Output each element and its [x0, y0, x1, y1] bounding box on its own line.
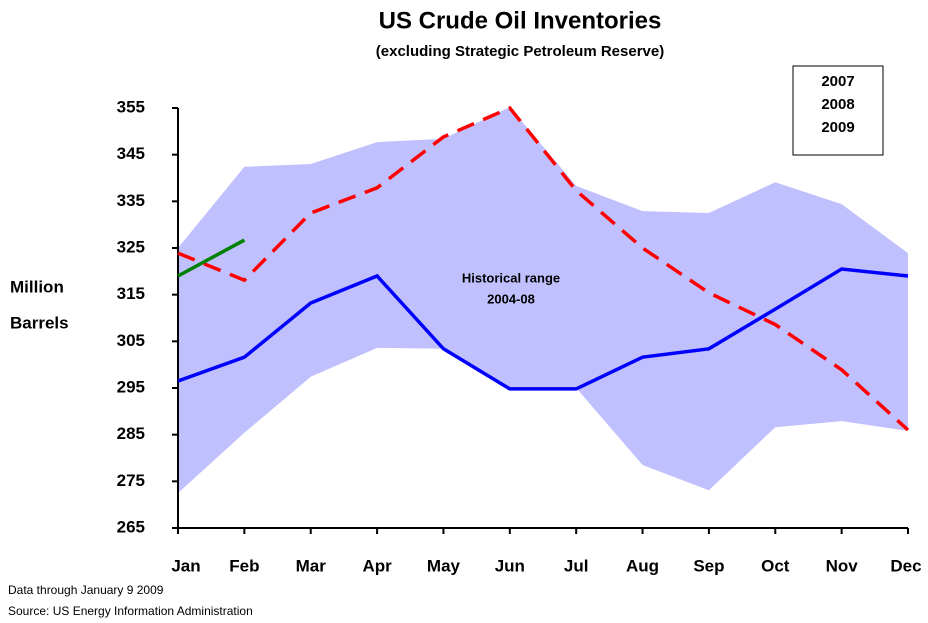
y-tick-label: 355 [117, 97, 145, 116]
x-tick-label: Sep [693, 556, 724, 575]
legend-entry: 2008 [821, 96, 854, 113]
chart-title: US Crude Oil Inventories [379, 7, 662, 34]
y-tick-label: 275 [117, 471, 145, 490]
x-tick-label: Aug [626, 556, 659, 575]
y-tick-label: 285 [117, 424, 145, 443]
series-line [177, 238, 246, 278]
y-axis-label: Barrels [10, 313, 69, 332]
annotation: Historical range [462, 270, 560, 285]
x-tick-label: Jan [171, 556, 200, 575]
y-tick-label: 335 [117, 191, 145, 210]
x-tick-label: Oct [761, 556, 790, 575]
x-tick-label: Jul [564, 556, 589, 575]
y-tick-label: 265 [117, 517, 145, 536]
footnote: Data through January 9 2009 [8, 583, 164, 597]
x-tick-label: May [427, 556, 461, 575]
x-tick-label: Nov [826, 556, 859, 575]
y-tick-label: 345 [117, 144, 145, 163]
chart-subtitle: (excluding Strategic Petroleum Reserve) [376, 43, 664, 60]
x-tick-label: Mar [296, 556, 327, 575]
historical-range-band [178, 107, 908, 494]
x-tick-label: Dec [890, 556, 921, 575]
y-axis-label: Million [10, 277, 64, 296]
x-tick-label: Apr [362, 556, 392, 575]
y-tick-label: 325 [117, 237, 145, 256]
y-tick-label: 295 [117, 377, 145, 396]
x-tick-label: Jun [495, 556, 525, 575]
legend-entry: 2009 [821, 119, 854, 136]
footnote: Source: US Energy Information Administra… [8, 604, 253, 618]
annotation: 2004-08 [487, 291, 535, 306]
series-line [177, 105, 910, 432]
x-tick-label: Feb [229, 556, 259, 575]
y-tick-label: 305 [117, 331, 145, 350]
legend-entry: 2007 [821, 73, 854, 90]
y-tick-label: 315 [117, 284, 145, 303]
legend-box [792, 65, 884, 156]
series-line [177, 267, 909, 391]
